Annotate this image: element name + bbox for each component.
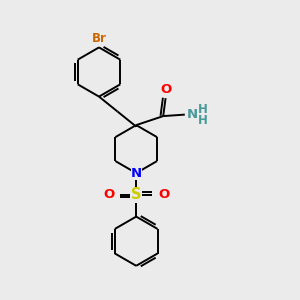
Text: N: N xyxy=(130,167,142,180)
Text: O: O xyxy=(160,83,171,96)
Text: N: N xyxy=(187,108,198,121)
Text: O: O xyxy=(158,188,169,201)
Text: Br: Br xyxy=(92,32,106,45)
Text: S: S xyxy=(131,187,142,202)
Text: H: H xyxy=(197,113,207,127)
Text: O: O xyxy=(103,188,114,201)
Text: H: H xyxy=(197,103,207,116)
